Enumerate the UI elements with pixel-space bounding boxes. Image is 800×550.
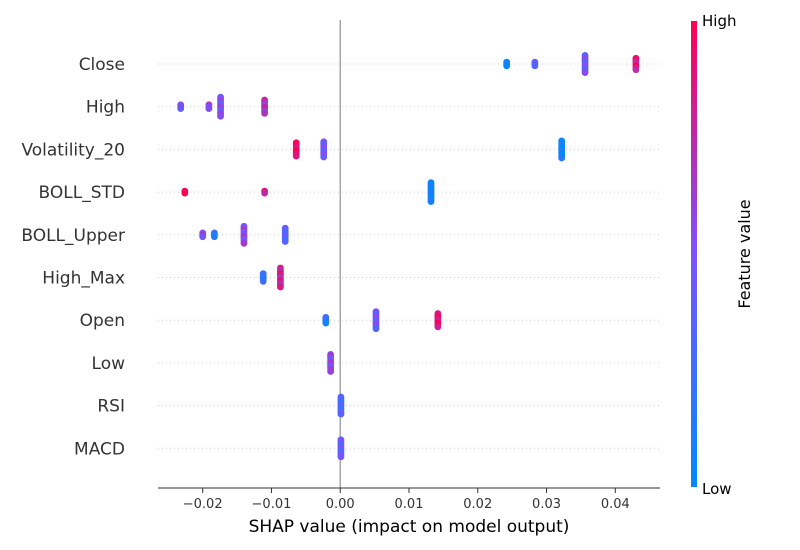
shap-point: [427, 198, 435, 206]
feature-label-macd: MACD: [74, 439, 125, 459]
shap-point: [261, 109, 268, 117]
shap-point: [322, 319, 330, 327]
colorbar-low-label: Low: [702, 480, 732, 498]
shap-point: [281, 238, 289, 245]
shap-point: [240, 239, 248, 247]
shap-point: [558, 154, 566, 162]
x-tick-label: 0.00: [326, 497, 355, 512]
shap-point: [261, 189, 268, 197]
shap-point: [181, 189, 189, 197]
shap-point: [292, 152, 300, 160]
x-axis-label: SHAP value (impact on model output): [249, 517, 570, 537]
shap-point: [205, 105, 213, 112]
shap-point: [372, 325, 380, 333]
shap-point: [210, 233, 218, 241]
shap-point: [277, 283, 284, 291]
shap-point: [259, 277, 267, 285]
shap-point: [320, 153, 328, 161]
shap-points: [177, 52, 640, 461]
shap-point: [217, 112, 224, 120]
shap-point: [199, 233, 207, 241]
x-tick-label: 0.01: [395, 497, 424, 512]
feature-labels: Close High Volatility_20 BOLL_STD BOLL_Upper…: [21, 55, 125, 459]
x-tick-label: −0.01: [252, 497, 292, 512]
shap-point: [632, 66, 640, 74]
x-axis-ticks: −0.02 −0.01 0.00 0.01 0.02 0.03 0.04: [183, 488, 630, 512]
x-tick-label: 0.04: [601, 497, 630, 512]
shap-point: [434, 323, 442, 331]
feature-value-colorbar: [691, 21, 697, 487]
feature-label-open: Open: [80, 311, 125, 331]
shap-point: [177, 105, 185, 112]
feature-label-high_max: High_Max: [42, 269, 125, 289]
feature-label-low: Low: [92, 354, 126, 374]
feature-label-boll_std: BOLL_STD: [39, 183, 125, 203]
shap-point: [581, 69, 589, 76]
feature-label-high: High: [86, 98, 125, 118]
shap-point: [337, 453, 345, 461]
shap-point: [503, 62, 511, 70]
x-tick-label: 0.03: [532, 497, 561, 512]
shap-point: [327, 368, 335, 375]
feature-gridlines: [158, 63, 660, 449]
x-tick-label: −0.02: [183, 497, 223, 512]
feature-label-volatility_20: Volatility_20: [21, 140, 125, 160]
colorbar-title: Feature value: [735, 199, 754, 308]
feature-label-rsi: RSI: [97, 397, 125, 417]
x-tick-label: 0.02: [463, 497, 492, 512]
colorbar-high-label: High: [702, 12, 736, 30]
shap-point: [531, 62, 539, 70]
feature-label-boll_upper: BOLL_Upper: [21, 226, 125, 246]
feature-label-close: Close: [79, 55, 125, 75]
shap-point: [337, 410, 345, 418]
